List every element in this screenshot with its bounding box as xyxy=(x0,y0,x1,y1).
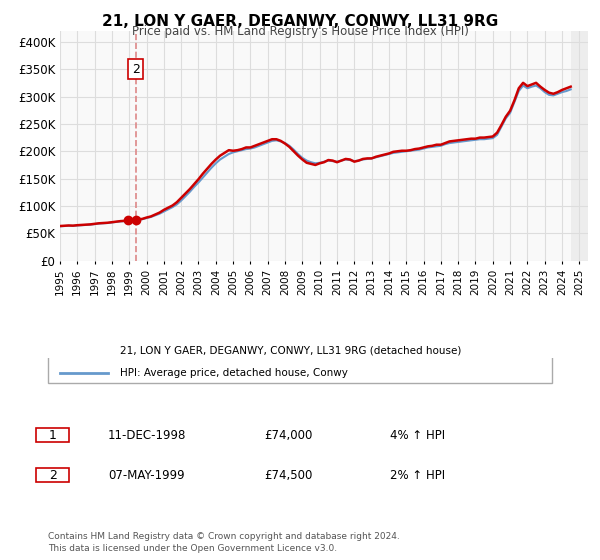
Text: 2% ↑ HPI: 2% ↑ HPI xyxy=(390,469,445,482)
Text: 11-DEC-1998: 11-DEC-1998 xyxy=(108,428,187,441)
Bar xyxy=(571,31,588,261)
Text: 21, LON Y GAER, DEGANWY, CONWY, LL31 9RG (detached house): 21, LON Y GAER, DEGANWY, CONWY, LL31 9RG… xyxy=(120,346,461,356)
FancyBboxPatch shape xyxy=(36,468,69,482)
Text: Price paid vs. HM Land Registry's House Price Index (HPI): Price paid vs. HM Land Registry's House … xyxy=(131,25,469,38)
FancyBboxPatch shape xyxy=(48,338,552,382)
Text: 2: 2 xyxy=(132,63,140,76)
Text: 07-MAY-1999: 07-MAY-1999 xyxy=(108,469,185,482)
Text: 1: 1 xyxy=(49,428,57,441)
FancyBboxPatch shape xyxy=(36,428,69,442)
Text: 4% ↑ HPI: 4% ↑ HPI xyxy=(390,428,445,441)
Text: Contains HM Land Registry data © Crown copyright and database right 2024.
This d: Contains HM Land Registry data © Crown c… xyxy=(48,532,400,553)
Text: £74,000: £74,000 xyxy=(264,428,313,441)
Text: 2: 2 xyxy=(49,469,57,482)
Text: 21, LON Y GAER, DEGANWY, CONWY, LL31 9RG: 21, LON Y GAER, DEGANWY, CONWY, LL31 9RG xyxy=(102,14,498,29)
Text: £74,500: £74,500 xyxy=(264,469,313,482)
Text: HPI: Average price, detached house, Conwy: HPI: Average price, detached house, Conw… xyxy=(120,367,348,377)
